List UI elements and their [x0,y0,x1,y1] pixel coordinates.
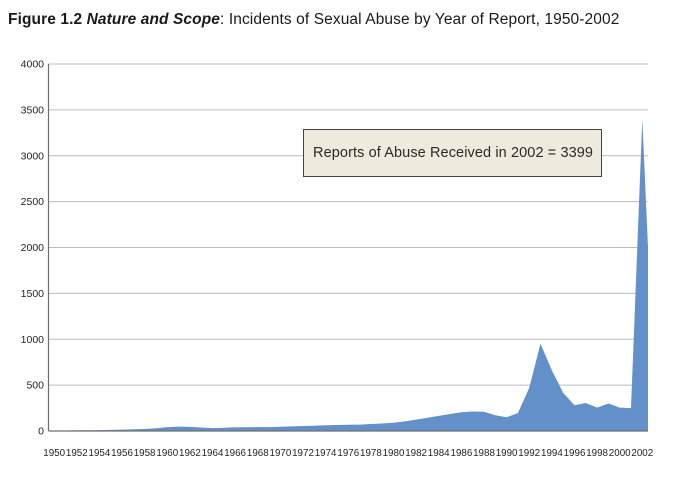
x-tick-label-1998: 1998 [586,448,608,459]
y-tick-label-0: 0 [38,426,44,438]
x-tick-label-1976: 1976 [337,448,359,459]
x-tick-label-1990: 1990 [496,448,518,459]
x-tick-label-1964: 1964 [202,448,224,459]
y-tick-label-4000: 4000 [21,59,45,71]
y-tick-label-3000: 3000 [21,150,45,162]
y-tick-label-1000: 1000 [21,334,45,346]
x-tick-label-1968: 1968 [247,448,269,459]
y-tick-label-500: 500 [26,380,44,392]
x-tick-label-1958: 1958 [134,448,156,459]
y-tick-label-2000: 2000 [21,242,45,254]
x-tick-label-1956: 1956 [111,448,133,459]
y-tick-label-3500: 3500 [21,104,45,116]
annotation-box: Reports of Abuse Received in 2002 = 3399 [303,129,602,177]
figure-title: Figure 1.2 Nature and Scope: Incidents o… [8,11,668,29]
x-tick-label-2000: 2000 [609,448,631,459]
figure-number: Figure 1.2 [8,11,83,28]
x-tick-label-1994: 1994 [541,448,563,459]
x-tick-label-1952: 1952 [66,448,88,459]
x-tick-label-1970: 1970 [270,448,292,459]
x-tick-label-1982: 1982 [405,448,427,459]
x-tick-label-1980: 1980 [383,448,405,459]
x-tick-label-1960: 1960 [156,448,178,459]
x-tick-label-1974: 1974 [315,448,337,459]
x-tick-label-2002: 2002 [631,448,653,459]
x-tick-label-1978: 1978 [360,448,382,459]
x-tick-label-1962: 1962 [179,448,201,459]
x-tick-label-1988: 1988 [473,448,495,459]
y-tick-label-1500: 1500 [21,288,45,300]
x-tick-label-1972: 1972 [292,448,314,459]
x-tick-label-1986: 1986 [451,448,473,459]
report-name: Nature and Scope [82,11,221,28]
y-tick-label-2500: 2500 [21,196,45,208]
annotation-text: Reports of Abuse Received in 2002 = 3399 [313,145,594,161]
x-tick-label-1996: 1996 [564,448,586,459]
figure-subtitle: : Incidents of Sexual Abuse by Year of R… [220,11,620,28]
x-tick-label-1954: 1954 [89,448,111,459]
x-tick-label-1992: 1992 [518,448,540,459]
x-tick-label-1966: 1966 [224,448,246,459]
x-tick-label-1984: 1984 [428,448,450,459]
x-tick-label-1950: 1950 [43,448,65,459]
